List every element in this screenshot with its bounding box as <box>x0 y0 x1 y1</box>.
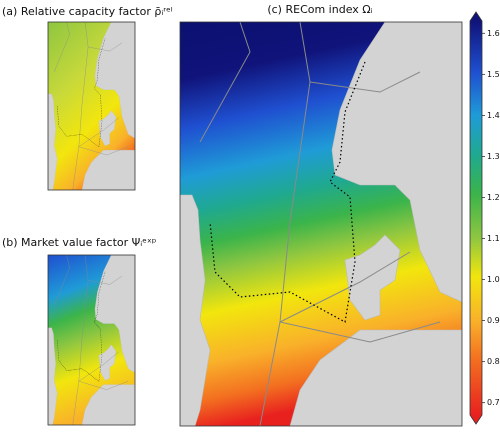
map-c <box>179 21 463 427</box>
tick-label: 1.0 <box>487 275 500 284</box>
tick-label: 0.9 <box>487 316 500 325</box>
panel-title: (a) Relative capacity factor ρ̄ᵢʳᵉˡ <box>2 5 173 18</box>
colorbar-extend <box>470 12 482 21</box>
panel-title: (b) Market value factor Ψᵢᵉˣᵖ <box>2 236 157 249</box>
colorbar-extend <box>470 415 482 424</box>
panel-title: (c) RECom index Ωᵢ <box>267 3 372 16</box>
tick-label: 1.2 <box>487 193 500 202</box>
tick-label: 1.5 <box>487 70 500 79</box>
tick-label: 0.8 <box>487 357 500 366</box>
tick-label: 1.1 <box>487 234 500 243</box>
tick-label: 1.6 <box>487 29 500 38</box>
map-b <box>47 254 136 426</box>
tick-label: 0.7 <box>487 398 500 407</box>
tick-label: 1.3 <box>487 152 500 161</box>
colorbar-body <box>470 21 482 415</box>
map-a <box>47 21 136 191</box>
colorbar-outline <box>469 11 483 425</box>
colorbar: 0.7 0.8 0.9 1.0 1.1 1.2 1.3 1.4 1.5 1.6 <box>469 11 500 425</box>
tick-label: 1.4 <box>487 111 500 120</box>
